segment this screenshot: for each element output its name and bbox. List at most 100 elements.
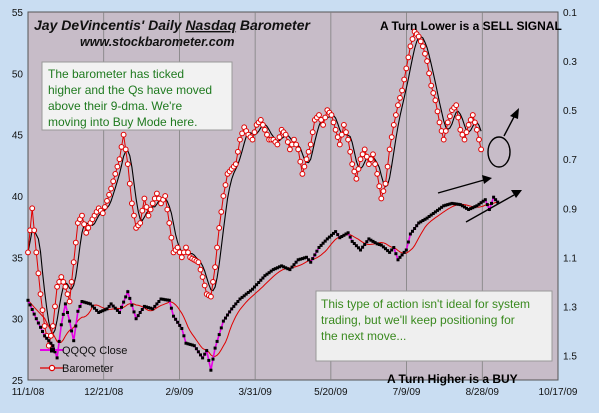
series-layer: [25, 28, 500, 372]
qqqq-point: [352, 242, 356, 245]
qqqq-point: [375, 242, 379, 246]
barometer-point: [197, 266, 204, 273]
legend-qqqq-marker: [50, 347, 55, 353]
qqqq-point: [298, 257, 302, 261]
barometer-point: [70, 259, 77, 266]
up-arrow-head: [510, 108, 519, 119]
barometer-point: [357, 156, 364, 163]
qqqq-point: [232, 304, 236, 308]
barometer-point: [301, 163, 308, 170]
barometer-point: [424, 58, 431, 64]
barometer-point: [257, 117, 264, 123]
qqqq-point: [440, 205, 444, 209]
qqqq-point: [327, 235, 331, 239]
barometer-point: [338, 131, 345, 138]
qqqq-point: [334, 230, 338, 234]
annotation-arrows: [437, 108, 522, 223]
qqqq-point: [113, 306, 117, 310]
qqqq-point: [394, 252, 398, 256]
chart-subtitle: www.stockbarometer.com: [80, 35, 234, 49]
barometer-point: [401, 76, 408, 83]
qqqq-point: [438, 207, 441, 211]
qqqq-point: [126, 290, 130, 294]
barometer-point: [249, 136, 256, 143]
barometer-point: [393, 112, 399, 118]
qqqq-point: [72, 339, 76, 343]
qqqq-point: [404, 248, 408, 252]
qqqq-point: [172, 314, 175, 318]
qqqq-point: [70, 329, 74, 333]
barometer-point: [29, 205, 36, 212]
left-tick-label: 40: [12, 192, 24, 203]
qqqq-point: [234, 302, 238, 306]
qqqq-point: [415, 224, 419, 228]
qqqq-point: [59, 323, 63, 327]
barometer-point: [137, 220, 144, 226]
qqqq-point: [215, 339, 219, 343]
barometer-point: [81, 221, 87, 228]
right-tick-label: 0.9: [563, 204, 577, 215]
barometer-point: [428, 82, 435, 89]
qqqq-point: [45, 336, 49, 340]
qqqq-point: [219, 326, 223, 330]
barometer-point: [415, 33, 422, 40]
qqqq-point: [176, 320, 180, 324]
barometer-point: [79, 212, 85, 219]
lower-trend-arrow-head: [511, 190, 522, 198]
qqqq-point: [211, 357, 215, 361]
qqqq-point: [475, 204, 479, 208]
qqqq-point: [213, 346, 217, 350]
qqqq-point: [230, 307, 234, 311]
barometer-point: [264, 131, 270, 138]
qqqq-point: [332, 231, 335, 235]
left-tick-label: 50: [12, 69, 24, 80]
barometer-point: [66, 298, 73, 305]
qqqq-point: [456, 202, 460, 206]
qqqq-point: [140, 308, 144, 311]
qqqq-point: [196, 350, 200, 354]
qqqq-point: [419, 220, 423, 224]
barometer-point: [99, 210, 106, 217]
barometer-point: [222, 182, 229, 188]
right-tick-label: 1.5: [563, 351, 577, 362]
qqqq-point: [192, 344, 196, 348]
barometer-point: [322, 114, 329, 121]
barometer-point: [68, 279, 75, 285]
qqqq-point: [436, 208, 439, 212]
qqqq-point: [101, 309, 105, 313]
left-tick-label: 55: [12, 8, 24, 19]
qqqq-point: [111, 304, 115, 308]
qqqq-point: [317, 246, 321, 249]
qqqq-point: [205, 349, 209, 353]
qqqq-point: [188, 342, 192, 346]
qqqq-point: [288, 268, 292, 272]
right-tick-label: 0.1: [563, 8, 577, 19]
barometer-point: [370, 151, 376, 158]
qqqq-point: [473, 205, 477, 209]
qqqq-point: [51, 344, 55, 348]
barometer-point: [297, 158, 304, 165]
barometer-point: [147, 206, 154, 213]
barometer-point: [185, 249, 191, 256]
qqqq-point: [263, 274, 267, 278]
qqqq-point: [209, 368, 213, 372]
qqqq-point: [97, 311, 101, 314]
barometer-point: [318, 117, 325, 123]
barometer-point: [430, 90, 437, 96]
qqqq-point: [381, 245, 385, 249]
qqqq-point: [167, 298, 171, 302]
qqqq-point: [93, 306, 96, 310]
qqqq-point: [217, 333, 221, 337]
qqqq-point: [269, 269, 273, 273]
barometer-point: [434, 108, 441, 115]
qqqq-point: [90, 304, 94, 308]
qqqq-point: [278, 265, 281, 269]
barometer-point: [417, 38, 424, 45]
qqqq-point: [442, 204, 446, 208]
qqqq-point: [226, 313, 229, 317]
barometer-point: [363, 153, 370, 160]
barometer-point: [274, 141, 281, 148]
qqqq-point: [28, 303, 32, 307]
qqqq-point: [342, 233, 346, 237]
